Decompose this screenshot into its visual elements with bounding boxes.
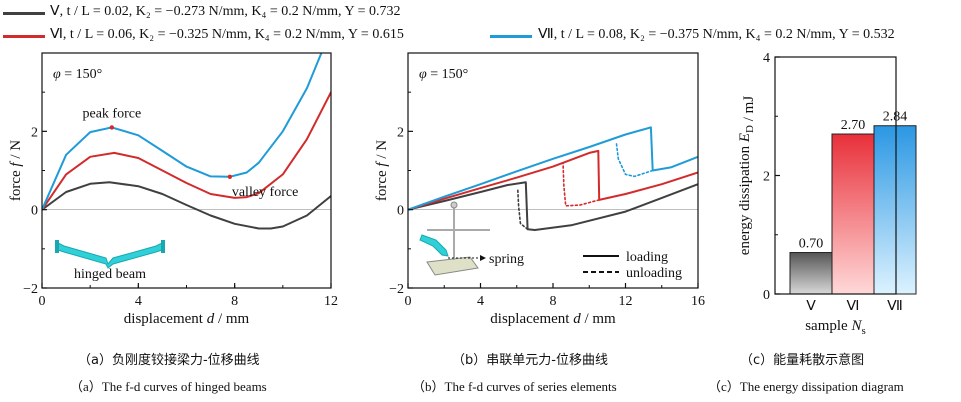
legend-line-vi: [3, 35, 45, 38]
unloading-legend-label: unloading: [626, 266, 682, 281]
spring-label: spring: [489, 252, 524, 267]
x-tick-label: 8: [550, 294, 557, 309]
series-line-4: [408, 126, 698, 211]
valley-force-label: valley force: [232, 185, 298, 200]
y-tick-label: −2: [389, 282, 404, 297]
spring-base-plate: [426, 256, 479, 276]
y-axis-label: force f / N: [8, 140, 24, 201]
legend-roman: Ⅶ: [538, 27, 554, 42]
bar-x-axis-label: sample Ns: [805, 318, 866, 337]
x-tick-label: 4: [135, 294, 142, 309]
series-line-1: [42, 91, 331, 211]
y-tick-label: 0: [31, 204, 38, 219]
x-tick-label: 0: [39, 294, 46, 309]
spring-pointer-arrow: [480, 255, 486, 261]
legend-line-v: [3, 12, 45, 15]
bar-y-tick-label: 0: [763, 288, 770, 303]
series-line-0: [42, 181, 331, 230]
caption-b-zh: （b）串联单元力-位移曲线: [452, 353, 608, 368]
peak-force-label: peak force: [82, 106, 141, 121]
x-tick-label: 0: [405, 294, 412, 309]
y-tick-label: −2: [23, 282, 38, 297]
x-axis-label: displacement d / mm: [490, 311, 616, 327]
hinged-beam-left-clamp: [55, 240, 59, 253]
series-line-2: [408, 149, 698, 211]
series-line-1: [516, 187, 529, 231]
hinged-beam-icon: [57, 242, 163, 269]
spring-beam-icon: [419, 234, 449, 257]
bar-y-tick-label: 2: [763, 170, 770, 185]
caption-c-zh: （c）能量耗散示意图: [740, 353, 865, 368]
bar-y-axis-label: energy dissipation ED / mJ: [737, 96, 757, 256]
legend-entry-vii: Ⅶ, t / L = 0.08, K₂ = −0.375 N/mm, K₄ = …: [538, 26, 895, 43]
legend-params: , t / L = 0.08, K₂ = −0.375 N/mm, K₄ = 0…: [553, 27, 895, 42]
x-axis-label: displacement d / mm: [124, 311, 250, 327]
series-line-2: [42, 53, 323, 211]
caption-c-en: （c）The energy dissipation diagram: [708, 379, 904, 394]
valley-force-marker: [227, 174, 233, 179]
x-tick-label: 16: [691, 294, 705, 309]
caption-a-zh: （a）负刚度铰接梁力-位移曲线: [78, 353, 260, 368]
legend-entry-v: Ⅴ, t / L = 0.02, K₂ = −0.273 N/mm, K₄ = …: [50, 3, 400, 20]
bar-category-label: Ⅴ: [806, 299, 816, 314]
x-tick-label: 4: [477, 294, 484, 309]
series-line-3: [562, 161, 600, 207]
legend-line-vii: [490, 35, 532, 38]
bar-value-label: 0.70: [799, 237, 824, 252]
y-tick-label: 0: [397, 204, 404, 219]
loading-legend-label: loading: [626, 250, 668, 265]
hinged-beam-label: hinged beam: [74, 267, 146, 282]
legend-params: , t / L = 0.06, K₂ = −0.325 N/mm, K₄ = 0…: [62, 27, 404, 42]
bar-value-label: 2.70: [841, 118, 866, 133]
x-tick-label: 12: [619, 294, 633, 309]
legend-roman: Ⅵ: [50, 27, 63, 42]
y-axis-label: force f / N: [374, 140, 390, 201]
bar-value-label: 2.84: [883, 110, 908, 125]
caption-a-en: （a）The f-d curves of hinged beams: [70, 379, 267, 394]
peak-force-marker: [109, 125, 115, 130]
phi-annotation: φ = 150°: [419, 67, 468, 82]
bar-1: [831, 133, 875, 295]
bar-category-label: Ⅵ: [847, 299, 860, 314]
spring-top-knob: [450, 201, 458, 209]
caption-b-en: （b）The f-d curves of series elements: [412, 379, 617, 394]
bar-category-label: Ⅶ: [887, 299, 903, 314]
x-tick-label: 8: [231, 294, 238, 309]
bar-0: [789, 252, 833, 295]
hinged-beam-right-clamp: [161, 240, 165, 253]
series-line-5: [615, 142, 654, 178]
legend-entry-vi: Ⅵ, t / L = 0.06, K₂ = −0.325 N/mm, K₄ = …: [50, 26, 404, 43]
phi-annotation: φ = 150°: [53, 67, 102, 82]
legend-roman: Ⅴ: [50, 4, 60, 19]
bar-2: [873, 125, 917, 295]
x-tick-label: 12: [324, 294, 338, 309]
y-tick-label: 2: [31, 125, 38, 140]
y-tick-label: 2: [397, 125, 404, 140]
legend-params: , t / L = 0.02, K₂ = −0.273 N/mm, K₄ = 0…: [59, 4, 401, 19]
bar-y-tick-label: 4: [763, 51, 770, 66]
